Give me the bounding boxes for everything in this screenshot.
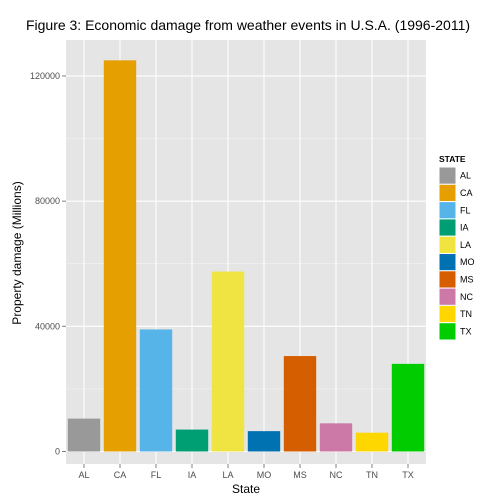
legend-label: AL (460, 171, 471, 181)
legend-key-ca (438, 183, 457, 203)
bar-fl (139, 329, 173, 452)
x-tick-label: FL (151, 470, 162, 480)
y-tick-label: 40000 (35, 321, 60, 331)
x-tick-label: NC (330, 470, 343, 480)
legend-key-tn (438, 304, 457, 324)
legend-key-nc (438, 287, 457, 306)
legend-label: CA (460, 188, 473, 198)
legend-label: TX (460, 326, 472, 336)
legend-label: TN (460, 309, 472, 319)
legend-key-mo (438, 253, 457, 272)
bar-al (67, 418, 101, 452)
legend-label: MO (460, 257, 475, 267)
x-tick-label: AL (78, 470, 89, 480)
y-tick-label: 120000 (30, 71, 60, 81)
legend-label: LA (460, 240, 471, 250)
bar-ca (103, 60, 137, 452)
legend-label: NC (460, 292, 473, 302)
y-tick-label: 0 (55, 446, 60, 456)
bar-la (211, 271, 245, 452)
legend: STATE AL CA FL IA LA MO MS NC TN TX (438, 154, 475, 341)
legend-key-fl (438, 201, 457, 220)
x-axis: AL CA FL IA LA MO MS NC TN TX (78, 464, 414, 480)
x-tick-label: TN (366, 470, 378, 480)
x-tick-label: MO (257, 470, 272, 480)
x-axis-title: State (232, 482, 260, 496)
legend-key-tx (438, 322, 457, 341)
bar-mo (247, 431, 281, 452)
legend-label: MS (460, 274, 474, 284)
legend-label: IA (460, 223, 469, 233)
bar-tx (391, 363, 425, 452)
x-tick-label: MS (293, 470, 307, 480)
legend-key-ms (438, 270, 457, 289)
legend-key-al (438, 166, 457, 185)
chart-title: Figure 3: Economic damage from weather e… (26, 17, 470, 33)
x-tick-label: CA (114, 470, 127, 480)
bar-ia (175, 429, 209, 452)
legend-title: STATE (439, 154, 466, 164)
bar-ms (283, 356, 317, 452)
y-tick-label: 80000 (35, 196, 60, 206)
x-tick-label: LA (222, 470, 233, 480)
legend-key-la (438, 235, 457, 254)
bar-tn (355, 432, 389, 452)
x-tick-label: IA (188, 470, 197, 480)
bars (67, 60, 425, 452)
legend-key-ia (438, 218, 457, 237)
legend-label: FL (460, 205, 471, 215)
y-axis-title: Property damage (Millions) (10, 181, 24, 324)
y-axis: 0 40000 80000 120000 (30, 71, 66, 456)
bar-nc (319, 423, 353, 452)
x-tick-label: TX (402, 470, 414, 480)
